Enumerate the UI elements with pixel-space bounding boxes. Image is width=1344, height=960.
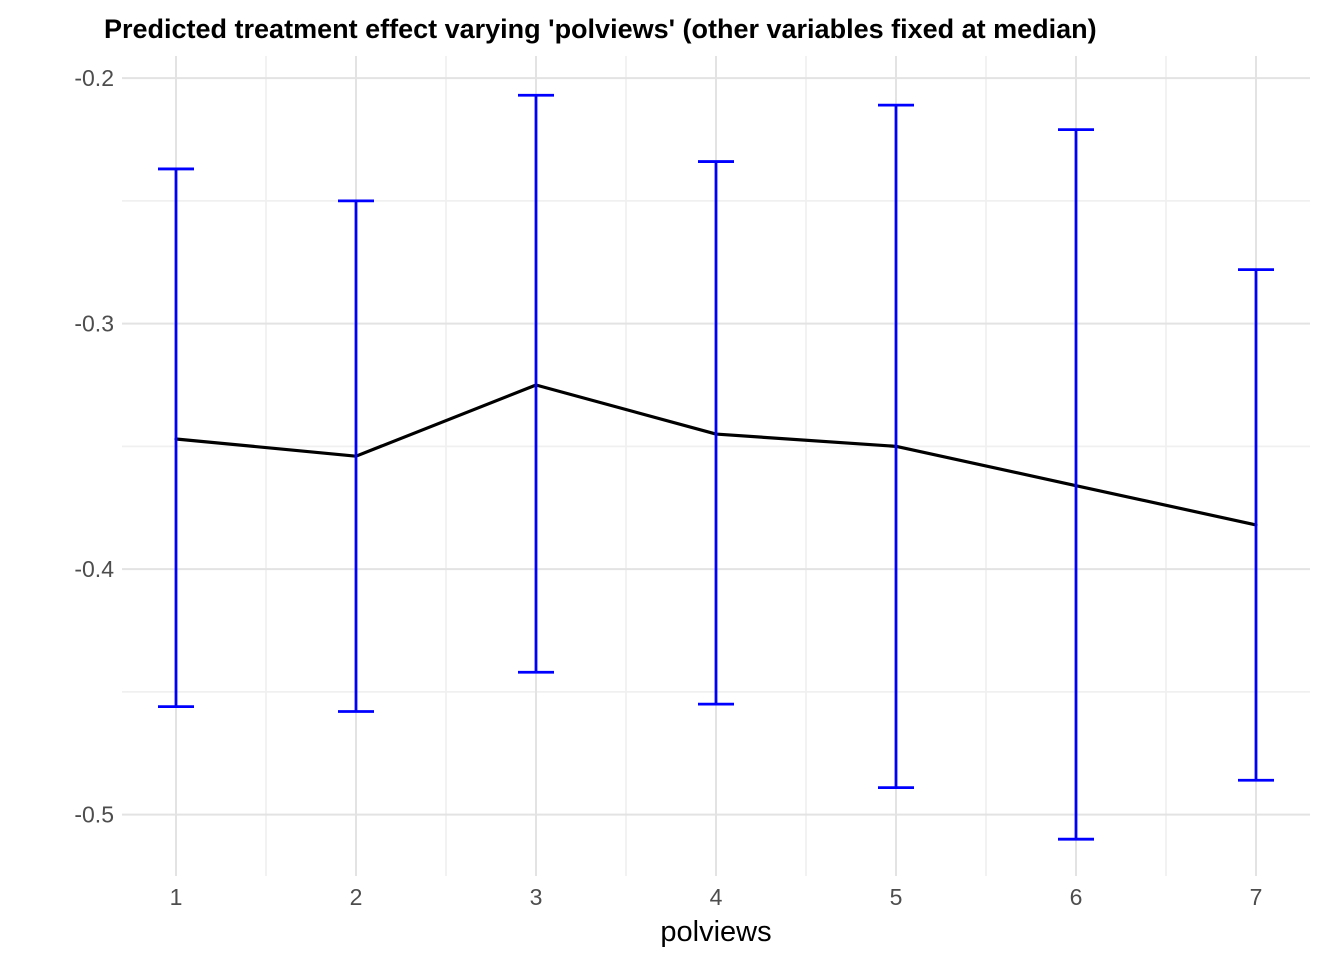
y-tick-label: -0.3 bbox=[74, 311, 114, 337]
x-tick-label: 2 bbox=[350, 884, 363, 910]
x-tick-label: 1 bbox=[170, 884, 183, 910]
chart-title: Predicted treatment effect varying 'polv… bbox=[104, 14, 1097, 44]
error-bar bbox=[518, 93, 554, 674]
error-bars-group bbox=[158, 93, 1274, 841]
x-tick-label: 5 bbox=[890, 884, 903, 910]
x-tick-label: 6 bbox=[1070, 884, 1083, 910]
error-bar bbox=[158, 167, 194, 708]
error-bar bbox=[338, 199, 374, 713]
error-bar bbox=[1058, 128, 1094, 841]
x-axis-title: polviews bbox=[660, 916, 771, 948]
x-tick-label: 4 bbox=[710, 884, 723, 910]
x-axis-tick-labels: 1 2 3 4 5 6 7 bbox=[170, 884, 1263, 910]
x-tick-label: 7 bbox=[1250, 884, 1263, 910]
y-tick-label: -0.5 bbox=[74, 802, 114, 828]
y-tick-label: -0.4 bbox=[74, 556, 114, 582]
error-bar bbox=[878, 103, 914, 790]
x-tick-label: 3 bbox=[530, 884, 543, 910]
y-axis-tick-labels: -0.2 -0.3 -0.4 -0.5 bbox=[74, 65, 114, 828]
y-tick-label: -0.2 bbox=[74, 65, 114, 91]
error-bar bbox=[1238, 268, 1274, 782]
error-bar bbox=[698, 160, 734, 706]
